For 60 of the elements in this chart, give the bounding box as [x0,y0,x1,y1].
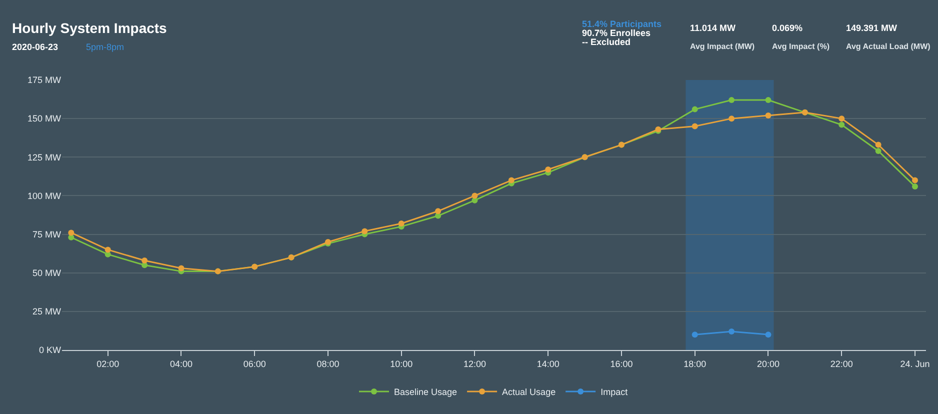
point [765,332,772,338]
point [912,183,918,190]
point [728,116,735,122]
point [875,142,882,148]
chart-subtitle: 2020-06-23 [12,42,58,52]
y-tick-label: 75 MW [32,229,62,240]
x-tick-label: 22:00 [830,358,853,369]
text: 11.014 MW [690,23,736,33]
legend-label: Actual Usage [502,387,556,398]
legend-label: Impact [600,387,628,398]
point [692,332,698,338]
point [875,148,882,154]
point [765,97,772,104]
point [765,112,772,118]
legend-label: Baseline Usage [394,387,458,398]
x-tick-label: 18:00 [684,358,706,369]
y-tick-label: 175 MW [27,75,62,86]
y-tick-label: 150 MW [27,114,62,124]
point [68,230,74,236]
chart-title: Hourly System Impacts [12,20,168,36]
x-tick-label: 08:00 [316,358,340,369]
x-tick-label: 02:00 [96,358,120,369]
point [104,246,111,253]
text: 0.069% [772,23,803,33]
point [692,106,698,112]
y-tick-label: 0 KW [38,345,62,356]
point [398,220,404,226]
point [728,97,735,104]
text: 90.7% Enrollees [582,28,651,38]
point [692,123,698,130]
point [838,122,845,128]
text: Avg Impact (%) [772,42,830,51]
x-tick-label: 06:00 [243,358,266,369]
x-tick-label: 12:00 [463,358,486,369]
x-tick-label: 20:00 [756,358,780,369]
text: 5pm-8pm [86,42,124,52]
point [728,328,735,334]
point [472,192,478,199]
y-tick-label: 25 MW [32,306,62,317]
point [142,258,148,264]
x-tick-label: 04:00 [170,358,193,369]
y-tick-label: 125 MW [27,152,62,162]
x-tick-label: 16:00 [610,358,633,369]
point [435,208,442,214]
y-tick-label: 100 MW [27,190,62,201]
x-tick-label: 24. Jun [900,358,930,369]
point [362,228,368,234]
text: 51.4% Participants [582,19,662,29]
point [508,177,514,184]
point [545,166,552,172]
x-tick-label: 14:00 [536,358,560,369]
point [178,265,184,272]
x-tick-label: 10:00 [390,358,413,369]
text: -- Excluded [582,37,631,47]
point [838,116,845,122]
text: Avg Impact (MW) [690,42,755,51]
text: 149.391 MW [846,23,898,33]
text: Avg Actual Load (MW) [846,42,931,51]
point [912,177,918,184]
y-tick-label: 50 MW [32,268,62,278]
